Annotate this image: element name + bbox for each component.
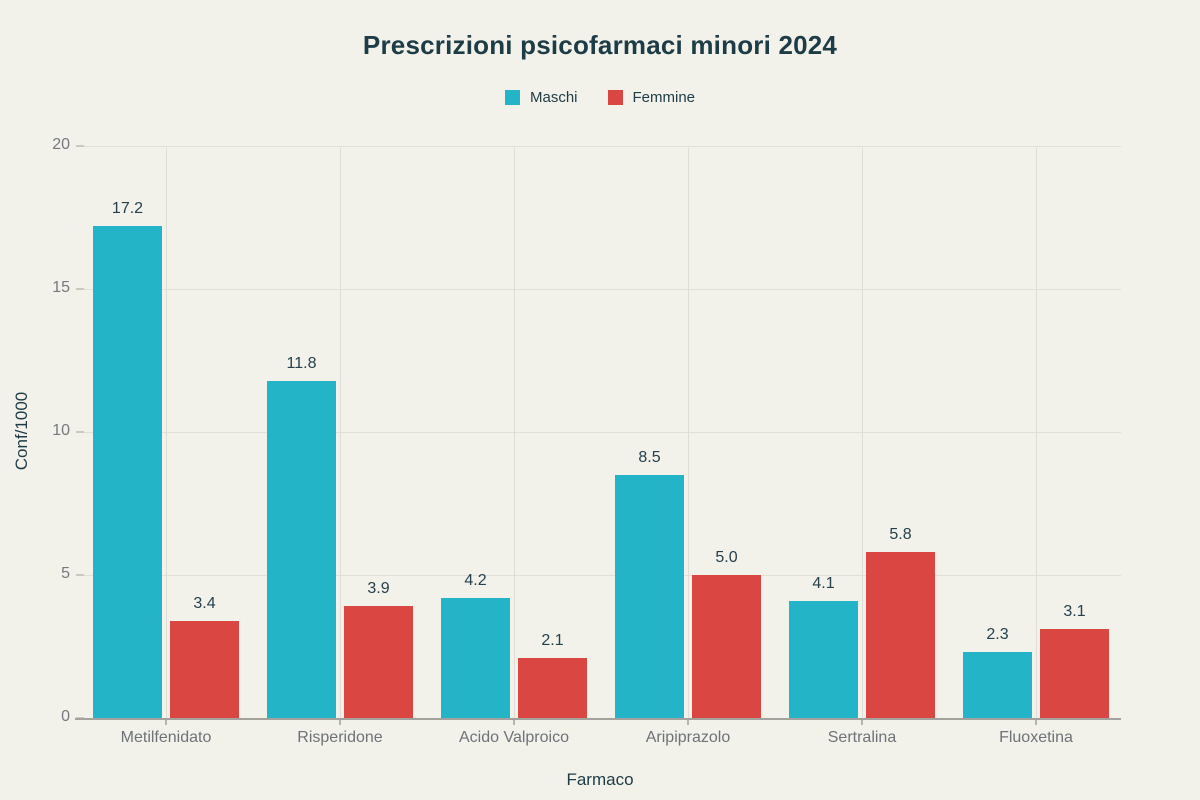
x-tick-mark-1 bbox=[339, 719, 341, 725]
bar-femmine-2 bbox=[518, 657, 587, 718]
bar-femmine-4 bbox=[866, 552, 935, 718]
value-label-maschi-1: 11.8 bbox=[286, 354, 317, 372]
v-gridline-0 bbox=[165, 148, 167, 718]
value-label-femmine-0: 3.4 bbox=[193, 594, 216, 612]
y-tick-mark-20 bbox=[76, 145, 84, 147]
bar-maschi-3 bbox=[615, 474, 684, 718]
bar-femmine-1 bbox=[344, 606, 413, 718]
x-axis-line bbox=[75, 717, 1121, 720]
x-category-label-0: Metilfenidato bbox=[120, 729, 212, 746]
y-tick-label-15: 15 bbox=[52, 279, 70, 296]
legend-label-femmine: Femmine bbox=[632, 89, 696, 106]
bar-maschi-4 bbox=[789, 600, 858, 718]
x-axis-title: Farmaco bbox=[566, 770, 634, 789]
value-label-maschi-2: 4.2 bbox=[464, 571, 487, 589]
v-gridline-3 bbox=[687, 148, 689, 718]
v-gridline-4 bbox=[861, 148, 863, 718]
legend: Maschi Femmine bbox=[0, 89, 1200, 106]
bar-maschi-0 bbox=[93, 226, 162, 718]
x-tick-mark-0 bbox=[165, 719, 167, 725]
x-category-label-4: Sertralina bbox=[827, 729, 897, 746]
v-gridline-5 bbox=[1035, 148, 1037, 718]
value-label-maschi-3: 8.5 bbox=[638, 448, 661, 466]
x-tick-mark-4 bbox=[861, 719, 863, 725]
value-label-maschi-5: 2.3 bbox=[986, 626, 1009, 644]
bar-femmine-3 bbox=[692, 575, 761, 718]
value-label-femmine-3: 5.0 bbox=[715, 549, 738, 566]
bar-femmine-5 bbox=[1040, 629, 1109, 718]
v-gridline-2 bbox=[513, 148, 515, 718]
y-axis-title: Conf/1000 bbox=[12, 391, 31, 471]
x-tick-mark-3 bbox=[687, 719, 689, 725]
value-label-femmine-1: 3.9 bbox=[367, 580, 390, 598]
value-label-femmine-2: 2.1 bbox=[541, 631, 564, 649]
chart-title: Prescrizioni psicofarmaci minori 2024 bbox=[362, 30, 838, 60]
h-gridline-10 bbox=[79, 431, 1121, 433]
bar-femmine-0 bbox=[170, 620, 239, 718]
x-category-label-3: Aripiprazolo bbox=[645, 729, 731, 746]
x-tick-mark-2 bbox=[513, 719, 515, 725]
x-tick-mark-5 bbox=[1035, 719, 1037, 725]
y-tick-label-10: 10 bbox=[52, 422, 70, 439]
bar-maschi-2 bbox=[441, 597, 510, 718]
x-category-label-2: Acido Valproico bbox=[459, 729, 569, 746]
y-tick-label-5: 5 bbox=[61, 565, 70, 582]
value-label-femmine-4: 5.8 bbox=[889, 526, 912, 544]
value-label-maschi-4: 4.1 bbox=[812, 574, 835, 592]
legend-item-femmine: Femmine bbox=[607, 89, 696, 106]
bar-maschi-1 bbox=[267, 380, 336, 718]
y-tick-label-20: 20 bbox=[52, 136, 70, 153]
legend-swatch-femmine bbox=[607, 90, 623, 105]
y-tick-mark-10 bbox=[76, 431, 84, 433]
h-gridline-20 bbox=[79, 145, 1121, 147]
y-tick-mark-15 bbox=[76, 288, 84, 290]
h-gridline-15 bbox=[79, 288, 1121, 290]
y-tick-mark-5 bbox=[76, 574, 84, 576]
value-label-femmine-5: 3.1 bbox=[1063, 603, 1086, 621]
legend-label-maschi: Maschi bbox=[529, 89, 578, 106]
bar-maschi-5 bbox=[963, 652, 1032, 718]
v-gridline-1 bbox=[339, 148, 341, 718]
legend-item-maschi: Maschi bbox=[504, 89, 578, 106]
legend-swatch-maschi bbox=[504, 90, 520, 105]
y-tick-label-0: 0 bbox=[61, 708, 70, 725]
x-category-label-5: Fluoxetina bbox=[999, 729, 1073, 746]
value-label-maschi-0: 17.2 bbox=[111, 200, 144, 218]
h-gridline-5 bbox=[79, 574, 1121, 576]
x-category-label-1: Risperidone bbox=[297, 729, 383, 746]
